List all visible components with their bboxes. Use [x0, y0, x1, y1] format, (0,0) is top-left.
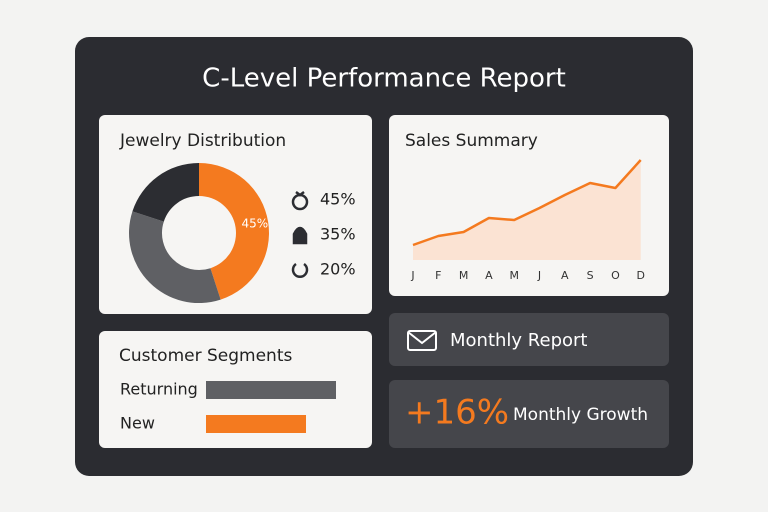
donut-segment: [128, 211, 221, 303]
category-label: Returning: [120, 380, 198, 399]
donut-segment: [199, 163, 269, 300]
bar: [206, 381, 336, 399]
card-title: Sales Summary: [405, 131, 538, 151]
x-tick-label: O: [611, 269, 620, 282]
growth-value: +16%: [405, 393, 509, 433]
x-tick-label: M: [509, 269, 519, 282]
legend-label: 35%: [320, 225, 356, 244]
x-tick-label: A: [485, 269, 493, 282]
x-tick-label: J: [410, 269, 414, 282]
report-card[interactable]: [389, 313, 669, 366]
mail-icon: [407, 330, 437, 351]
report-title: C-Level Performance Report: [202, 64, 566, 94]
card-title: Jewelry Distribution: [119, 131, 286, 151]
bar: [206, 415, 306, 433]
x-tick-label: A: [561, 269, 569, 282]
growth-label: Monthly Growth: [513, 405, 648, 425]
x-tick-label: J: [537, 269, 541, 282]
growth-card: [389, 380, 669, 448]
sales-area: [413, 160, 641, 260]
x-tick-label: D: [636, 269, 644, 282]
x-tick-label: F: [435, 269, 441, 282]
legend-label: 45%: [320, 190, 356, 209]
category-label: New: [120, 414, 155, 433]
segment-label: 45%: [241, 217, 268, 231]
sales-line: [412, 159, 642, 247]
legend-label: 20%: [320, 260, 356, 279]
report-label: Monthly Report: [450, 330, 587, 351]
legend-icons: [291, 191, 309, 278]
x-tick-label: S: [587, 269, 594, 282]
card-title: Customer Segments: [119, 346, 292, 366]
donut-segment: [132, 163, 199, 222]
x-tick-label: M: [459, 269, 469, 282]
